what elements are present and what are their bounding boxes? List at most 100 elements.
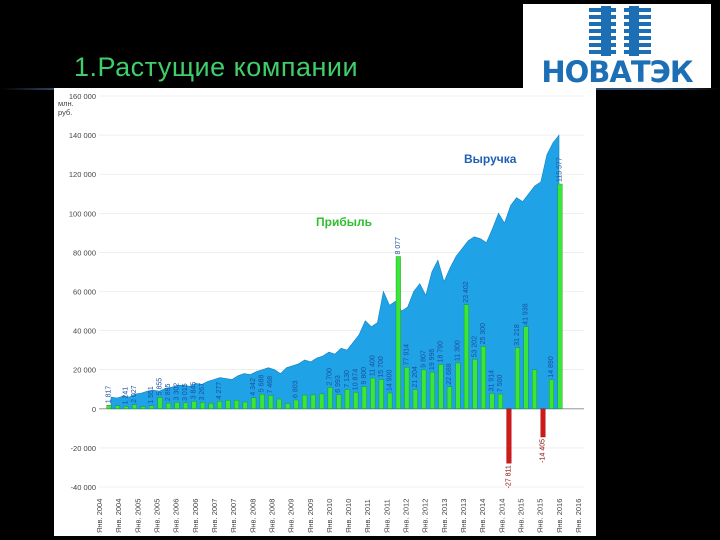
profit-bar [395,256,401,410]
profit-bar [148,405,154,409]
y-tick-label: 60 000 [73,288,96,297]
profit-data-label: 41 938 [522,303,529,325]
profit-data-label: 1 817 [106,386,113,404]
profit-bar [259,394,265,410]
x-tick-label: Янв. 2006 [172,499,181,533]
profit-bar [523,326,529,410]
x-tick-label: Янв. 2010 [344,499,353,533]
profit-data-label: 11 400 [369,355,376,376]
profit-data-label: 8 077 [395,237,402,255]
profit-data-label: 4 342 [250,378,257,396]
profit-data-label: 115 577 [557,157,564,182]
profit-bar [463,304,469,410]
x-tick-label: Янв. 2016 [574,499,583,533]
chart-panel: -40 000 -20 000 0 20 000 40 000 60 000 80 000 1… [54,88,596,536]
profit-bar [131,404,137,409]
profit-data-label: 31 914 [488,370,495,392]
profit-bar [446,386,452,410]
profit-data-label: 6 803 [293,380,300,398]
profit-data-label: 25 300 [480,323,487,345]
x-tick-label: Янв. 2016 [555,499,564,533]
x-tick-label: Янв. 2015 [536,499,545,533]
profit-data-label: -14 405 [539,439,546,463]
novatek-logo: НОВАТЭК [523,4,711,88]
profit-bar [480,346,486,409]
profit-bar [472,359,478,409]
profit-data-label: 4 277 [216,382,223,400]
profit-data-label: 18 790 [437,341,444,363]
profit-bar [208,403,214,409]
y-tick-label: 40 000 [73,327,96,336]
profit-bar [157,397,163,409]
logo-wordmark: НОВАТЭК [541,55,693,89]
profit-bar [200,402,206,409]
profit-bar [302,394,308,410]
profit-data-label: 7 468 [267,376,274,394]
x-tick-label: Янв. 2013 [459,499,468,533]
profit-bar [370,377,376,410]
profit-data-label: 77 914 [403,344,410,366]
profit-bar [251,397,257,410]
x-tick-label: Янв. 2005 [152,499,161,533]
profit-data-label: 15 700 [378,356,385,378]
profit-bar [115,405,121,410]
profit-bar [412,389,418,410]
profit-data-label: 2 895 [165,384,172,402]
profit-bar [549,379,555,410]
profit-bar [293,399,299,410]
profit-bar [191,401,197,409]
profit-data-label: 3 302 [174,383,181,401]
profit-bar [429,371,435,410]
profit-bar [183,402,189,409]
profit-bar [123,406,129,409]
profit-bar [455,362,461,409]
profit-bar [344,389,350,410]
profit-bar [515,347,521,409]
profit-bar [438,364,444,409]
profit-bar [404,367,410,409]
profit-bar [387,392,393,410]
x-tick-label: Янв. 2010 [325,499,334,533]
profit-data-label: 7 500 [497,375,504,393]
x-tick-label: Янв. 2006 [191,499,200,533]
profit-data-label: -27 811 [505,465,512,488]
profit-bar [276,398,282,410]
revenue-profit-chart: -40 000 -20 000 0 20 000 40 000 60 000 80 000 1… [58,92,584,533]
x-tick-label: Янв. 2007 [210,499,219,533]
x-tick-label: Янв. 2007 [229,499,238,533]
profit-bar [310,394,316,409]
x-tick-label: Янв. 2009 [287,499,296,533]
profit-bar [506,408,512,464]
profit-bar [378,379,384,410]
profit-bar [217,401,223,409]
profit-data-label: 2 700 [327,368,334,386]
profit-data-label: 23 402 [463,281,470,303]
profit-bar [327,387,333,409]
slide-title: 1.Растущие компании [74,52,359,82]
x-tick-label: Янв. 2013 [440,499,449,533]
x-tick-label: Янв. 2014 [478,499,487,533]
y-tick-label: 100 000 [69,209,96,218]
profit-bar [353,392,359,410]
profit-data-label: 9 800 [361,367,368,385]
profit-bar [285,403,291,410]
y-tick-label: 160 000 [69,92,96,101]
novatek-logo-graphic [589,6,651,56]
profit-data-label: 6 993 [335,375,342,393]
profit-bar [106,405,112,410]
profit-data-label: 7 130 [344,370,351,388]
profit-bar [166,402,172,410]
x-tick-label: Янв. 2012 [421,499,430,533]
profit-data-label: 53 202 [471,336,478,358]
x-tick-label: Янв. 2004 [114,499,123,533]
y-tick-label: 120 000 [69,170,96,179]
profit-bar [557,183,563,410]
profit-data-label: 1 241 [123,387,130,405]
profit-bar [225,400,231,409]
profit-annotation: Прибыль [316,215,372,229]
x-tick-label: Янв. 2008 [267,499,276,533]
profit-bar [234,400,240,409]
profit-bar [497,393,503,410]
x-tick-label: Янв. 2005 [133,499,142,533]
profit-bar [489,393,495,409]
